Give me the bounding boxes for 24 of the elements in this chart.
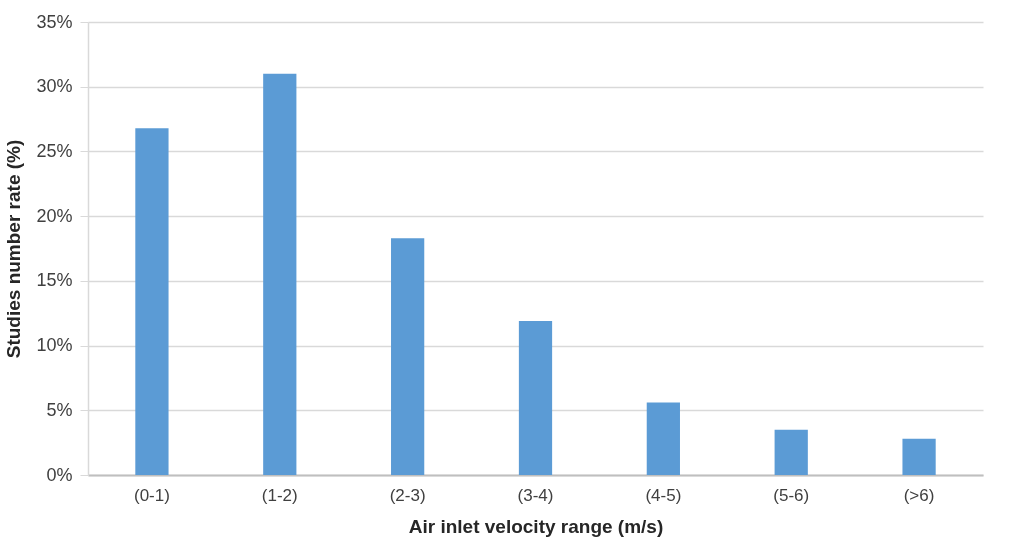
x-tick-label: (4-5) <box>645 485 682 505</box>
bar <box>774 429 808 475</box>
y-tick-label: 0% <box>46 464 73 485</box>
x-tick-label: (5-6) <box>773 485 810 505</box>
bar <box>391 238 425 475</box>
y-tick-label: 5% <box>46 399 73 420</box>
bar <box>902 438 936 475</box>
x-tick-label: (1-2) <box>261 485 298 505</box>
x-tick-label: (>6) <box>903 485 935 505</box>
y-tick-label: 35% <box>36 11 73 32</box>
y-tick-label: 15% <box>36 270 73 291</box>
bar <box>135 128 169 475</box>
x-tick-label: (2-3) <box>389 485 426 505</box>
y-tick-label: 20% <box>36 205 73 226</box>
x-axis-title: Air inlet velocity range (m/s) <box>408 515 664 537</box>
y-tick-label: 25% <box>36 140 73 161</box>
y-axis-title: Studies number rate (%) <box>3 139 25 359</box>
x-tick-label: (3-4) <box>517 485 554 505</box>
bar <box>263 73 297 475</box>
y-tick-label: 30% <box>36 76 73 97</box>
bar <box>646 402 680 475</box>
bar <box>518 320 553 475</box>
y-tick-label: 10% <box>36 335 73 356</box>
x-tick-label: (0-1) <box>133 485 170 505</box>
